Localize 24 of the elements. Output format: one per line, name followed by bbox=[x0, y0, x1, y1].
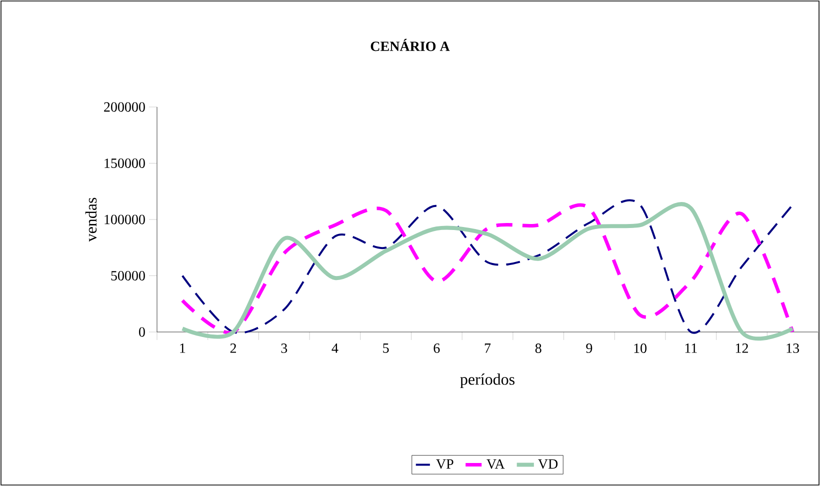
x-tick-label: 7 bbox=[484, 344, 491, 353]
x-tick-label: 2 bbox=[230, 344, 236, 353]
x-tick-label: 3 bbox=[281, 344, 288, 353]
y-tick-label: 200000 bbox=[104, 102, 145, 112]
y-tick-label: 100000 bbox=[104, 214, 145, 224]
x-tick-label: 5 bbox=[383, 344, 389, 353]
x-tick-label: 10 bbox=[634, 344, 646, 353]
legend-label: VA bbox=[486, 459, 505, 469]
x-tick-label: 6 bbox=[434, 344, 440, 353]
legend-label: VP bbox=[436, 459, 454, 469]
x-tick-label: 12 bbox=[736, 344, 748, 353]
y-tick-label: 150000 bbox=[104, 158, 145, 168]
x-tick-label: 1 bbox=[180, 344, 186, 353]
chart-title: CENÁRIO A bbox=[370, 38, 450, 52]
x-tick-label: 11 bbox=[685, 344, 697, 353]
y-axis-title: vendas bbox=[85, 198, 97, 242]
x-tick-label: 13 bbox=[786, 344, 800, 353]
legend-label: VD bbox=[538, 459, 558, 469]
x-axis-title: períodos bbox=[460, 374, 514, 388]
x-tick-label: 8 bbox=[535, 344, 542, 353]
y-tick-label: 50000 bbox=[111, 271, 145, 280]
x-tick-label: 9 bbox=[586, 344, 592, 353]
x-tick-label: 4 bbox=[332, 344, 338, 353]
y-tick-label: 0 bbox=[139, 327, 145, 337]
